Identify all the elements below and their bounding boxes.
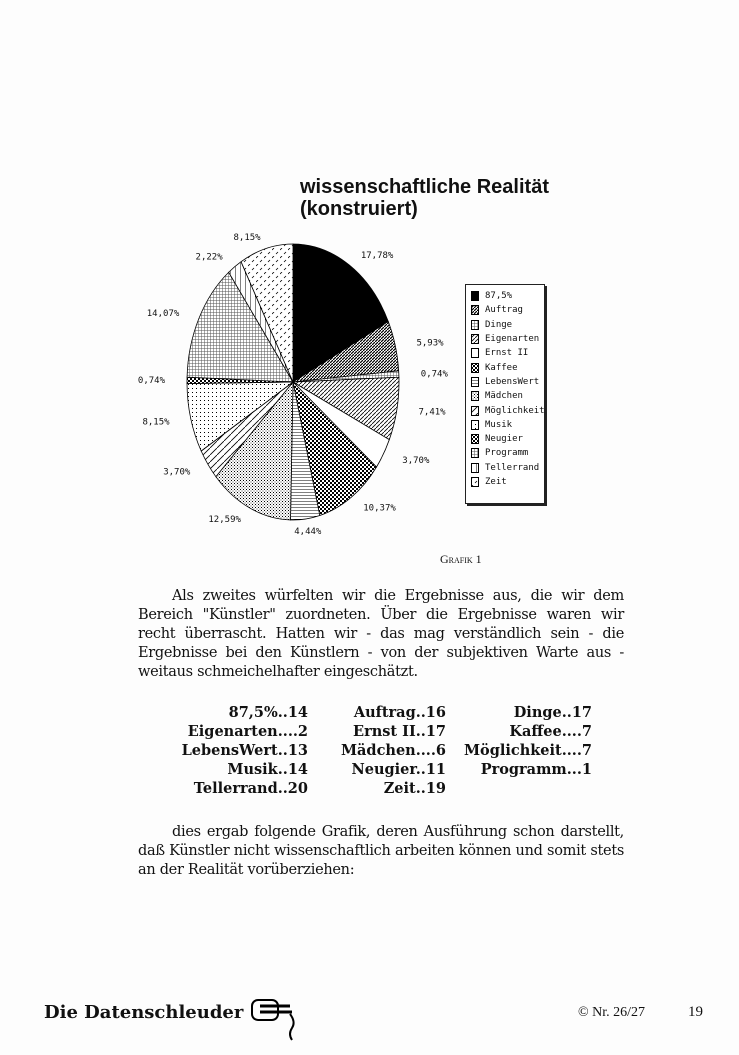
legend-label: Auftrag xyxy=(485,305,523,316)
legend-swatch-icon xyxy=(471,305,479,316)
slice-label: 17,78% xyxy=(361,251,394,261)
count-cell: Kaffee....7 xyxy=(509,723,592,740)
slice-label: 14,07% xyxy=(147,309,180,319)
paragraph-2: dies ergab folgende Grafik, deren Ausfüh… xyxy=(138,823,624,880)
legend-swatch-icon xyxy=(471,348,479,359)
legend-label: Musik xyxy=(485,419,513,430)
legend-label: Mädchen xyxy=(485,391,523,402)
chart-title: wissenschaftliche Realität (konstruiert) xyxy=(300,176,549,220)
figure-caption: Grafik 1 xyxy=(440,552,482,566)
counts-table: 87,5%..14 Auftrag..16 Dinge..17 Eigenarten.… xyxy=(160,703,592,798)
legend-item: Zeit xyxy=(471,475,544,489)
legend-swatch-icon xyxy=(471,419,479,430)
legend-label: LebensWert xyxy=(485,376,540,387)
legend-label: Kaffee xyxy=(485,362,518,373)
pie-slice-11 xyxy=(186,271,294,383)
count-cell: Tellerrand..20 xyxy=(193,780,308,797)
pie-slice-7 xyxy=(215,380,294,521)
legend-swatch-icon xyxy=(471,462,479,473)
pie-slice-13 xyxy=(240,243,294,383)
paragraph-1: Als zweites würfelten wir die Ergebnisse… xyxy=(138,587,624,682)
count-cell: Ernst II..17 xyxy=(353,723,446,740)
slice-label: 3,70% xyxy=(163,468,191,478)
chart-title-text: wissenschaftliche Realität xyxy=(300,176,549,198)
legend-label: Ernst II xyxy=(485,348,529,359)
slice-label: 12,59% xyxy=(208,515,241,525)
legend-label: Programm xyxy=(485,448,529,459)
counts-row: Eigenarten....2 Ernst II..17 Kaffee....7 xyxy=(160,722,592,741)
pie-slice-0 xyxy=(292,243,389,383)
count-cell: Auftrag..16 xyxy=(353,704,446,721)
legend-label: Zeit xyxy=(485,477,507,487)
legend-item: Dinge xyxy=(471,318,544,332)
legend-item: Programm xyxy=(471,446,544,460)
slice-label: 10,37% xyxy=(363,503,396,513)
counts-row: LebensWert..13 Mädchen....6 Möglichkeit...… xyxy=(160,741,592,760)
slice-label: 3,70% xyxy=(402,456,430,466)
count-cell: Musik..14 xyxy=(227,761,308,778)
count-cell: Zeit..19 xyxy=(383,780,446,797)
legend-item: Mädchen xyxy=(471,389,544,403)
legend-item: 87,5% xyxy=(471,289,544,303)
counts-row: Tellerrand..20 Zeit..19 xyxy=(160,779,592,798)
counts-row: 87,5%..14 Auftrag..16 Dinge..17 xyxy=(160,703,592,722)
slice-label: 8,15% xyxy=(142,418,170,428)
legend-item: LebensWert xyxy=(471,375,544,389)
legend-swatch-icon xyxy=(471,391,479,402)
paragraph-2-text: dies ergab folgende Grafik, deren Ausfüh… xyxy=(138,824,624,878)
count-cell xyxy=(446,779,592,798)
legend-item: Tellerrand xyxy=(471,461,544,475)
chart-subtitle: (konstruiert) xyxy=(300,198,418,220)
slice-label: 5,93% xyxy=(416,338,444,348)
legend-swatch-icon xyxy=(471,434,479,445)
legend-swatch-icon xyxy=(471,319,479,330)
slice-label: 7,41% xyxy=(418,408,446,418)
legend-swatch-icon xyxy=(471,362,479,373)
legend-label: Dinge xyxy=(485,319,513,330)
page-number: 19 xyxy=(688,1004,703,1020)
slice-label: 0,74% xyxy=(138,376,166,386)
slice-label: 4,44% xyxy=(294,527,322,537)
count-cell: Programm...1 xyxy=(480,761,592,778)
legend-item: Neugier xyxy=(471,432,544,446)
legend-item: Kaffee xyxy=(471,360,544,374)
legend-item: Auftrag xyxy=(471,303,544,317)
count-cell: Dinge..17 xyxy=(513,704,592,721)
magazine-logo: Die Datenschleuder xyxy=(44,998,310,1042)
legend-swatch-icon xyxy=(471,291,479,302)
legend-item: Eigenarten xyxy=(471,332,544,346)
counts-row: Musik..14 Neugier..11 Programm...1 xyxy=(160,760,592,779)
legend-label: Neugier xyxy=(485,434,523,445)
legend-swatch-icon xyxy=(471,376,479,387)
legend-item: Ernst II xyxy=(471,346,544,360)
legend-label: Möglichkeit xyxy=(485,405,545,416)
legend-swatch-icon xyxy=(471,334,479,345)
count-cell: Neugier..11 xyxy=(351,761,446,778)
count-cell: LebensWert..13 xyxy=(181,742,308,759)
chart-legend: 87,5% Auftrag Dinge Eigenarten Ernst II Kaffe… xyxy=(465,284,545,504)
legend-item: Musik xyxy=(471,418,544,432)
legend-swatch-icon xyxy=(471,477,479,487)
slice-label: 2,22% xyxy=(196,253,224,263)
legend-item: Möglichkeit xyxy=(471,403,545,417)
legend-swatch-icon xyxy=(471,448,479,459)
issue-number: © Nr. 26/27 xyxy=(578,1005,646,1020)
legend-label: Tellerrand xyxy=(485,462,540,473)
paragraph-1-text: Als zweites würfelten wir die Ergebnisse… xyxy=(138,588,624,680)
slice-label: 0,74% xyxy=(421,369,449,379)
legend-swatch-icon xyxy=(471,405,479,416)
slingshot-logo-icon xyxy=(250,999,295,1041)
count-cell: Eigenarten....2 xyxy=(187,723,308,740)
count-cell: Möglichkeit....7 xyxy=(463,742,592,759)
pie-chart: 17,78% 5,93% 0,74% 7,41% 3,70% 10,37% 4,44% 12,… xyxy=(138,233,449,537)
legend-label: 87,5% xyxy=(485,291,513,302)
pie-slice-5 xyxy=(292,380,377,517)
count-cell: 87,5%..14 xyxy=(228,704,308,721)
slice-label: 8,15% xyxy=(233,233,261,243)
count-cell: Mädchen....6 xyxy=(340,742,446,759)
logo-text: Die Datenschleuder xyxy=(44,1002,244,1023)
legend-label: Eigenarten xyxy=(485,334,540,345)
